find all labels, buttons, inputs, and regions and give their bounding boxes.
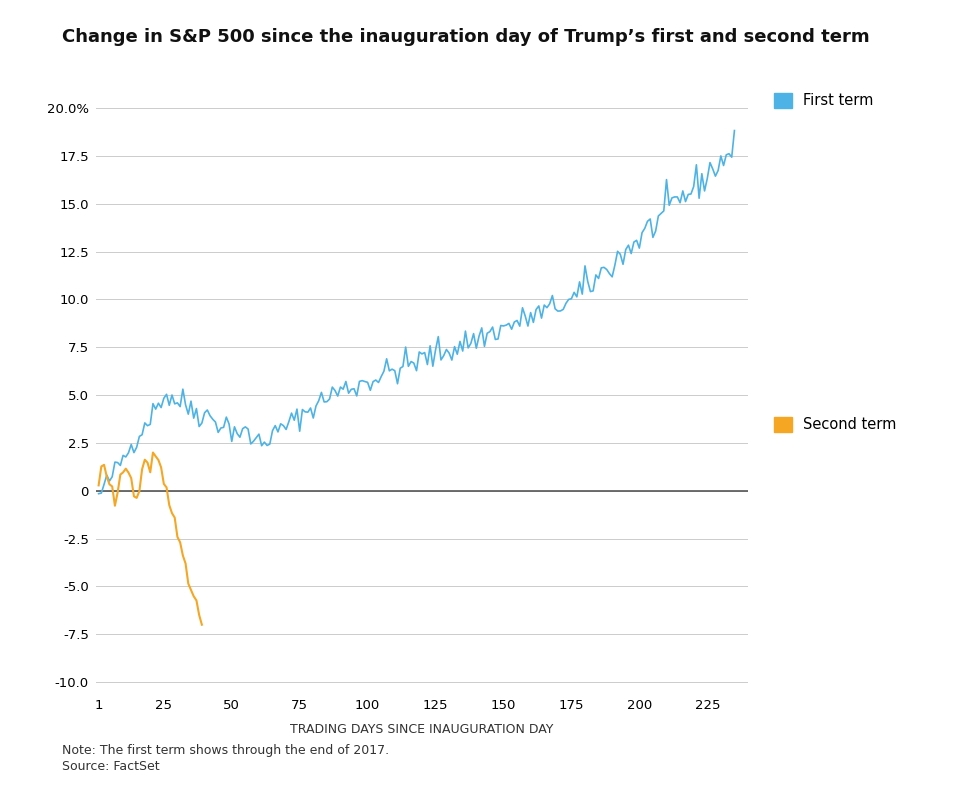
Legend: Second term: Second term: [768, 411, 902, 438]
Text: Note: The first term shows through the end of 2017.: Note: The first term shows through the e…: [62, 744, 389, 757]
X-axis label: TRADING DAYS SINCE INAUGURATION DAY: TRADING DAYS SINCE INAUGURATION DAY: [291, 723, 553, 735]
Text: Change in S&P 500 since the inauguration day of Trump’s first and second term: Change in S&P 500 since the inauguration…: [62, 28, 870, 46]
Text: Source: FactSet: Source: FactSet: [62, 760, 160, 773]
